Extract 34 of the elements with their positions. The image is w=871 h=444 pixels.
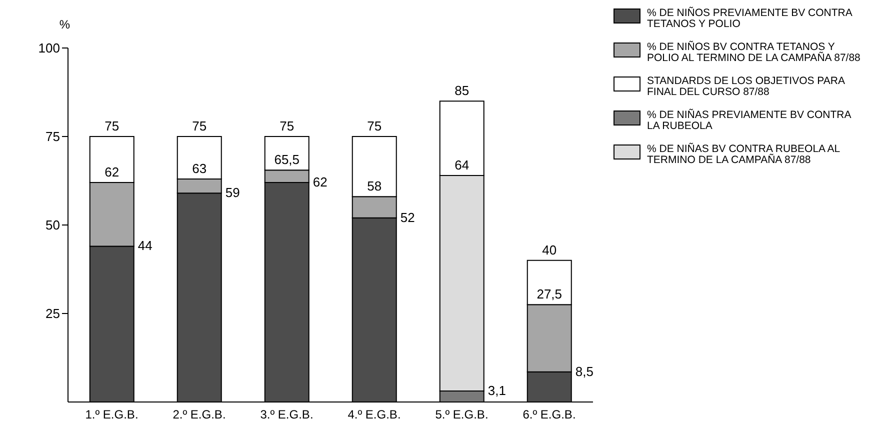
annotation: 64 bbox=[454, 157, 470, 172]
annotation: 44 bbox=[138, 238, 152, 254]
y-tick-label: 50 bbox=[46, 218, 60, 233]
annotation: 27,5 bbox=[536, 286, 562, 302]
annotation: 75 bbox=[280, 118, 294, 134]
annotation: 62 bbox=[312, 174, 328, 190]
legend-label: % DE NIÑAS BV CONTRA RUBEOLA AL TERMINO DE LA CAMPAÑA 87/88 bbox=[647, 143, 841, 166]
y-axis-title: % bbox=[59, 18, 70, 32]
annotation: 8,5 bbox=[575, 364, 594, 379]
legend-label: % DE NIÑOS BV CONTRA TETANOS Y POLIO AL TERMINO DE LA CAMPAÑA 87/88 bbox=[647, 41, 862, 64]
annotation: 65,5 bbox=[274, 152, 300, 168]
x-tick-label: 5.º E.G.B. bbox=[435, 408, 488, 422]
legend-label: STANDARDS DE LOS OBJETIVOS PARA FINAL DEL CURSO 87/88 bbox=[647, 75, 846, 98]
x-tick-label: 3.º E.G.B. bbox=[260, 408, 314, 422]
x-tick-label: 4.º E.G.B. bbox=[348, 408, 401, 422]
x-tick-label: 2.º E.G.B. bbox=[172, 408, 226, 422]
y-tick-label: 25 bbox=[46, 306, 60, 322]
x-tick-label: 6.º E.G.B. bbox=[522, 408, 576, 422]
annotation: 3,1 bbox=[488, 383, 506, 398]
annotation: 63 bbox=[192, 160, 207, 176]
annotation: 52 bbox=[400, 210, 415, 225]
annotation: 75 bbox=[367, 118, 382, 134]
y-tick-label: 100 bbox=[38, 40, 60, 56]
annotation: 62 bbox=[104, 164, 120, 180]
annotation: 59 bbox=[225, 185, 240, 200]
annotation: 75 bbox=[192, 118, 207, 134]
annotation: 75 bbox=[104, 118, 120, 134]
x-tick-label: 1.º E.G.B. bbox=[85, 408, 138, 422]
annotation: 40 bbox=[542, 242, 557, 258]
annotation: 85 bbox=[454, 83, 470, 98]
legend-label: % DE NIÑAS PREVIAMENTE BV CONTRA LA RUBEOLA bbox=[647, 109, 852, 132]
legend-label: % DE NIÑOS PREVIAMENTE BV CONTRA TETANOS Y POLIO bbox=[647, 7, 854, 30]
y-tick-label: 75 bbox=[46, 129, 60, 144]
annotation: 58 bbox=[367, 178, 382, 194]
